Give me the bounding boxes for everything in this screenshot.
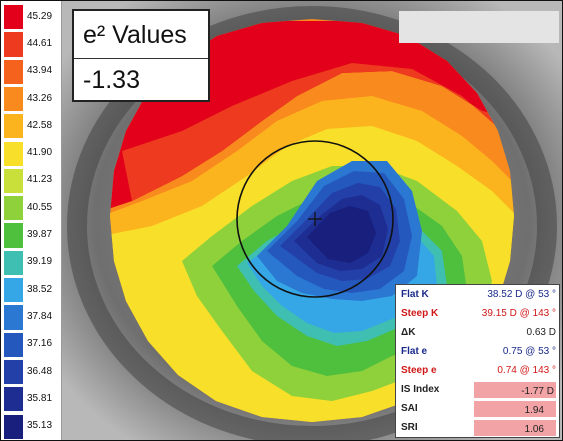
scale-value: 39.19	[27, 256, 53, 268]
flat-e-row: Flat e 0.75 @ 53 °	[396, 342, 559, 361]
scale-swatch	[4, 86, 23, 112]
scale-value: 38.52	[27, 283, 53, 295]
scale-row: 44.61	[1, 30, 61, 57]
e2-values-box: e² Values -1.33	[72, 9, 210, 102]
scale-swatch	[4, 223, 23, 248]
scale-swatch	[4, 114, 23, 139]
pupil-circle	[236, 140, 394, 298]
sri-label: SRI	[401, 422, 418, 433]
e2-title: e² Values	[74, 11, 208, 59]
scale-swatch	[4, 387, 23, 412]
scale-value: 35.81	[27, 392, 53, 404]
iris-ring	[67, 6, 557, 440]
delta-k-row: ΔK 0.63 D	[396, 323, 559, 342]
scale-row: 36.48	[1, 358, 61, 385]
steep-e-value: 0.74 @ 143 °	[497, 365, 556, 376]
steep-k-value: 39.15 D @ 143 °	[481, 308, 556, 319]
steep-e-label: Steep e	[401, 365, 437, 376]
is-index-cell: -1.77 D	[474, 382, 556, 398]
scale-row: 42.58	[1, 112, 61, 139]
scale-swatch	[4, 414, 23, 439]
scale-value: 45.29	[27, 10, 53, 22]
sai-cell: 1.94	[474, 401, 556, 417]
sai-row: SAI 1.94	[396, 399, 559, 418]
scale-row: 43.94	[1, 58, 61, 84]
scale-swatch	[4, 332, 23, 357]
scale-swatch	[4, 278, 23, 303]
steep-e-row: Steep e 0.74 @ 143 °	[396, 361, 559, 380]
flat-k-row: Flat K 38.52 D @ 53 °	[396, 285, 559, 304]
scale-row: 37.84	[1, 303, 61, 330]
scale-row: 39.87	[1, 221, 61, 248]
sri-cell: 1.06	[474, 420, 556, 436]
flat-e-label: Flat e	[401, 346, 428, 357]
scale-swatch	[4, 250, 23, 275]
e2-value: -1.33	[83, 66, 140, 94]
steep-k-row: Steep K 39.15 D @ 143 °	[396, 304, 559, 323]
scale-value: 44.61	[27, 37, 53, 49]
scale-swatch	[4, 196, 23, 221]
sri-row: SRI 1.06	[396, 418, 559, 437]
scale-swatch	[4, 5, 23, 30]
scale-swatch	[4, 168, 23, 194]
scale-row: 35.81	[1, 385, 61, 412]
scale-swatch	[4, 59, 23, 84]
map-color-zones	[110, 19, 514, 422]
color-scale-legend: 45.29 44.61 43.94 43.26 42.58 41.90 41.23 40.55…	[1, 1, 62, 440]
flat-k-label: Flat K	[401, 289, 429, 300]
scale-row: 40.55	[1, 194, 61, 221]
scale-row: 41.90	[1, 140, 61, 166]
top-gray-box	[399, 11, 559, 43]
scale-row: 35.13	[1, 413, 61, 439]
scale-row: 41.23	[1, 167, 61, 194]
scale-row: 43.26	[1, 85, 61, 112]
scale-value: 43.26	[27, 92, 53, 104]
scale-row: 37.16	[1, 331, 61, 357]
flat-k-value: 38.52 D @ 53 °	[487, 289, 556, 300]
delta-k-label: ΔK	[401, 327, 416, 338]
scale-value: 42.58	[27, 119, 53, 131]
keratometry-indices-panel: Flat K 38.52 D @ 53 ° Steep K 39.15 D @ …	[395, 284, 560, 438]
scale-value: 43.94	[27, 65, 53, 77]
scale-row: 45.29	[1, 3, 61, 30]
sai-value: 1.94	[524, 405, 544, 416]
scale-value: 40.55	[27, 201, 53, 213]
flat-e-value: 0.75 @ 53 °	[502, 346, 556, 357]
is-index-value: -1.77	[521, 386, 544, 397]
is-index-unit: D	[546, 386, 554, 397]
scale-value: 37.16	[27, 338, 53, 350]
scale-swatch	[4, 305, 23, 330]
scale-swatch	[4, 141, 23, 166]
sai-label: SAI	[401, 403, 418, 414]
scale-swatch	[4, 32, 23, 57]
scale-row: 38.52	[1, 276, 61, 303]
scale-value: 36.48	[27, 365, 53, 377]
is-index-row: IS Index -1.77 D	[396, 380, 559, 399]
scale-row: 39.19	[1, 249, 61, 275]
scale-value: 35.13	[27, 420, 53, 432]
is-index-label: IS Index	[401, 384, 440, 395]
sri-value: 1.06	[524, 424, 544, 435]
scale-value: 41.23	[27, 174, 53, 186]
map-canvas	[62, 1, 562, 440]
scale-value: 39.87	[27, 229, 53, 241]
scale-swatch	[4, 359, 23, 385]
steep-k-label: Steep K	[401, 308, 439, 319]
scale-value: 41.90	[27, 147, 53, 159]
scale-value: 37.84	[27, 310, 53, 322]
corneal-topography-map[interactable]	[62, 1, 562, 440]
delta-k-value: 0.63 D	[526, 327, 556, 338]
